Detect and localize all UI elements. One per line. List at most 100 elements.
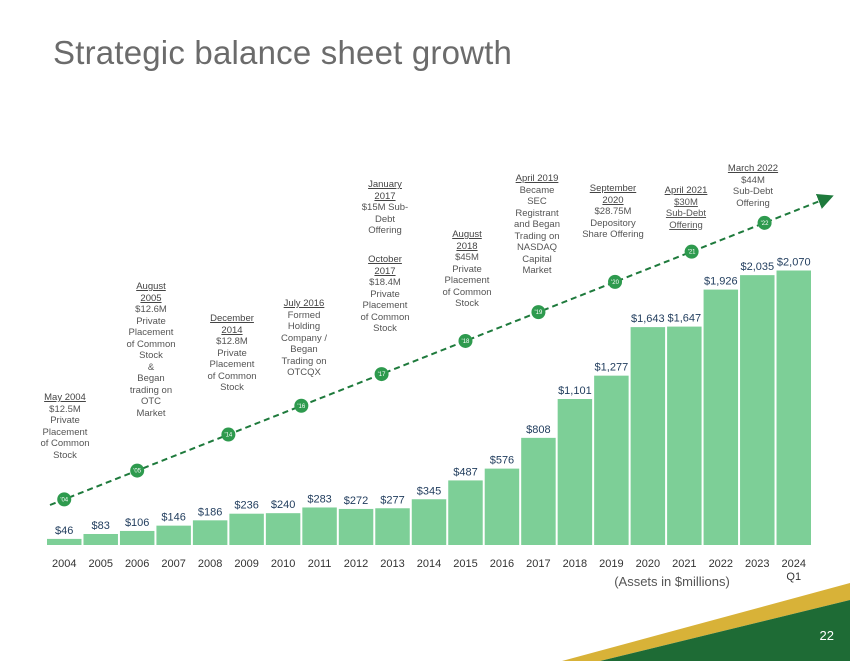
x-tick-2017: 2017 (526, 558, 550, 570)
annotation-date: May 2004 (44, 392, 86, 403)
bar-2015 (448, 480, 483, 545)
milestone-dot-label: '20 (611, 280, 619, 286)
milestone-dot-label: '22 (761, 221, 769, 227)
x-tick-2015: 2015 (453, 558, 477, 570)
value-label-2018: $1,101 (558, 385, 592, 397)
bar-2004 (47, 538, 82, 545)
x-tick-2020: 2020 (636, 558, 660, 570)
milestone-dot-label: '16 (297, 404, 305, 410)
value-label-2012: $272 (344, 495, 368, 507)
milestone-dot-05 (130, 463, 145, 478)
annotation-3: December 2014 $12.8M Private Placement of… (196, 313, 268, 394)
value-label-2022: $1,926 (704, 276, 738, 288)
milestone-dot-label: '14 (224, 433, 232, 439)
bar-2017 (521, 437, 556, 545)
annotation-8: April 2019 Became SEC Registrant and Bega… (501, 173, 573, 277)
bar-2024 (776, 270, 811, 545)
bar-2011 (302, 507, 337, 545)
x-tick-2010: 2010 (271, 558, 295, 570)
annotation-text: Formed Holding Company / Began Trading o… (281, 309, 327, 379)
bar-2022 (703, 289, 739, 545)
bar-2023 (740, 275, 775, 545)
value-label-2013: $277 (380, 494, 404, 506)
bar-2018 (557, 398, 593, 545)
annotation-4: July 2016 Formed Holding Company / Began … (268, 298, 340, 379)
annotation-text: $28.75M Depository Share Offering (582, 206, 644, 240)
annotation-5: January 2017 $15M Sub- Debt Offering (349, 179, 421, 237)
bar-2007 (156, 525, 191, 545)
annotation-9: September 2020 $28.75M Depository Share O… (577, 183, 649, 241)
value-label-2005: $83 (92, 520, 110, 532)
page-number: 22 (819, 628, 834, 643)
milestone-dot-17 (374, 367, 389, 382)
value-label-2019: $1,277 (595, 362, 629, 374)
x-tick-2023: 2023 (745, 558, 769, 570)
value-labels-layer: $46 $83 $106 $146 $186 $236 $240 $283 $272 $277 $3… (55, 257, 811, 537)
x-tick-2011: 2011 (308, 558, 332, 570)
bar-2012 (338, 508, 374, 545)
x-tick-labels-layer: 2004 2005 2006 2007 2008 2009 2010 2011 2012 2013… (52, 558, 806, 583)
annotation-text: $12.5M Private Placement of Common Stock (40, 403, 90, 461)
bar-2010 (265, 513, 301, 545)
milestone-dot-04 (57, 492, 72, 507)
milestone-dot-14 (221, 427, 236, 442)
value-label-2021: $1,647 (668, 313, 702, 325)
value-label-2008: $186 (198, 506, 222, 518)
annotation-date: April 2019 (515, 173, 559, 184)
bar-2006 (119, 530, 155, 545)
x-tick-2019: 2019 (599, 558, 623, 570)
annotation-10: April 2021 $30M Sub-Debt Offering (650, 185, 722, 231)
x-tick-2016: 2016 (490, 558, 514, 570)
annotation-1: May 2004 $12.5M Private Placement of Comm… (29, 392, 101, 461)
milestone-dot-label: '18 (462, 339, 470, 345)
value-label-2006: $106 (125, 517, 149, 529)
x-tick-2012: 2012 (344, 558, 368, 570)
bar-2008 (192, 520, 228, 545)
value-label-2020: $1,643 (631, 313, 665, 325)
corner-green-band (600, 600, 850, 661)
x-tick-sublabel-2024: Q1 (786, 571, 801, 583)
x-tick-2021: 2021 (672, 558, 696, 570)
value-label-2011: $283 (307, 493, 331, 505)
value-label-2007: $146 (161, 512, 185, 524)
x-tick-2009: 2009 (234, 558, 258, 570)
annotation-date: September 2020 (589, 183, 637, 206)
x-tick-2018: 2018 (563, 558, 587, 570)
milestone-dot-label: '17 (378, 372, 386, 378)
bar-2013 (375, 508, 410, 545)
x-tick-2004: 2004 (52, 558, 76, 570)
bar-2009 (229, 513, 264, 545)
annotation-text: $18.4M Private Placement of Common Stock (360, 277, 410, 334)
annotation-text: $30M Sub-Debt Offering (665, 196, 707, 231)
x-tick-2024: 2024 (782, 558, 806, 570)
milestone-dot-18 (458, 333, 473, 348)
x-tick-2014: 2014 (417, 558, 441, 570)
trend-line-layer: '04 '05 '14 '16 '17 '18 '19 '20 '21 '22 (49, 193, 834, 507)
annotation-text: $15M Sub- Debt Offering (361, 202, 409, 236)
x-tick-2013: 2013 (380, 558, 404, 570)
value-label-2017: $808 (526, 424, 550, 436)
bar-2020 (630, 327, 666, 545)
annotation-date: April 2021 (664, 185, 708, 196)
bar-2005 (83, 533, 118, 545)
milestone-dot-label: '04 (60, 497, 68, 503)
bar-2019 (594, 375, 629, 545)
milestone-dot-19 (531, 305, 546, 320)
annotation-6: October 2017 $18.4M Private Placement of … (349, 254, 421, 335)
annotation-text: $12.6M Private Placement of Common Stock… (126, 304, 176, 419)
annotation-date: March 2022 (727, 163, 779, 174)
value-label-2010: $240 (271, 499, 295, 511)
x-tick-2008: 2008 (198, 558, 222, 570)
bar-2014 (411, 499, 447, 545)
corner-gold-stripe (562, 583, 850, 661)
bars-layer (47, 270, 811, 545)
milestone-dot-20 (608, 274, 623, 289)
annotation-text: $12.8M Private Placement of Common Stock (207, 336, 257, 393)
value-label-2016: $576 (490, 455, 514, 467)
annotation-2: August 2005 $12.6M Private Placement of C… (115, 281, 187, 419)
value-label-2004: $46 (55, 525, 73, 537)
annotation-date: August 2005 (136, 281, 166, 304)
milestone-dot-label: '05 (133, 469, 141, 475)
